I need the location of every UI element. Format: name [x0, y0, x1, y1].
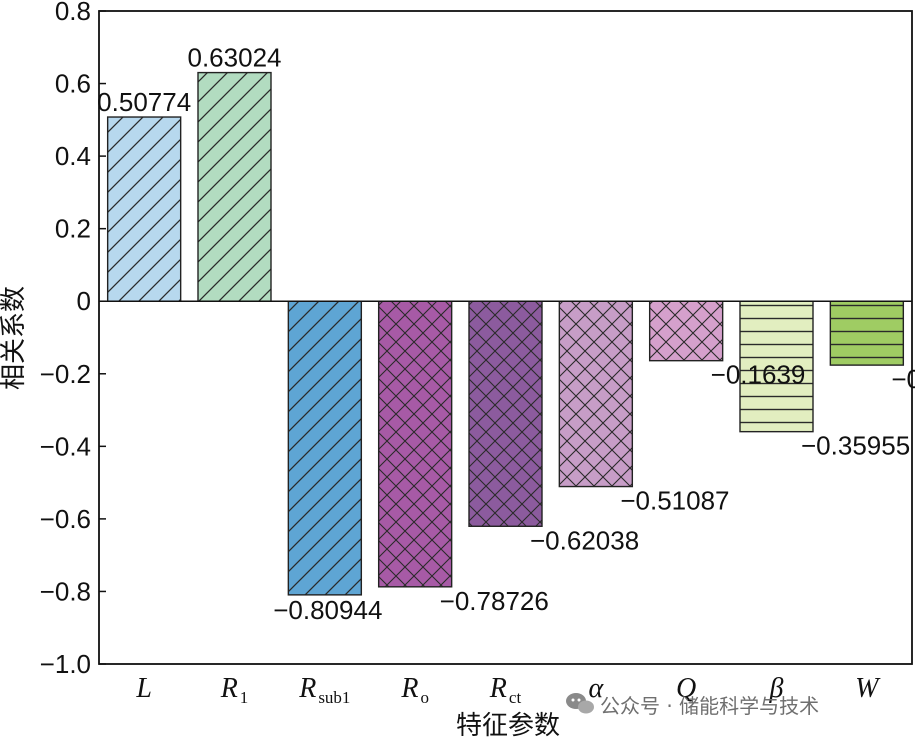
data-label: −0.1761 — [891, 364, 915, 394]
bar-pattern — [197, 71, 272, 302]
y-tick-label: 0.6 — [55, 69, 91, 99]
y-tick-label: −0.6 — [40, 504, 91, 534]
x-tick-label: α — [588, 673, 604, 704]
x-tick-label: β — [769, 673, 784, 704]
watermark-text: 公众号 · 储能科学与技术 — [600, 694, 819, 718]
x-tick-label: W — [855, 673, 881, 704]
y-tick-label: −0.4 — [40, 431, 91, 461]
data-label: −0.80944 — [273, 595, 382, 625]
bar-pattern — [829, 300, 905, 366]
bar-pattern — [648, 300, 724, 362]
y-tick-label: −1.0 — [40, 649, 91, 679]
x-axis-title: 特征参数 — [456, 711, 560, 741]
y-tick-label: 0.4 — [55, 141, 91, 171]
x-tick-label: Q — [676, 673, 696, 704]
plot-frame — [98, 10, 913, 665]
watermark: 公众号 · 储能科学与技术 — [566, 693, 819, 718]
bar-pattern — [106, 116, 182, 302]
x-tick-label: L — [135, 673, 152, 704]
bar-pattern — [558, 300, 634, 488]
bars — [106, 71, 905, 596]
y-tick-label: 0 — [77, 286, 91, 316]
y-axis: 0.8 0.6 0.4 0.2 0 −0.2 −0.4 −0.6 −0.8 −1.0 — [40, 0, 106, 679]
y-tick-label: 0.8 — [55, 0, 91, 26]
bar-pattern — [377, 300, 453, 588]
wechat-icon — [566, 693, 594, 714]
y-tick-label: −0.8 — [40, 576, 91, 606]
y-tick-label: 0.2 — [55, 214, 91, 244]
data-label: −0.78726 — [440, 586, 549, 616]
data-label: 0.50774 — [97, 87, 191, 117]
bar-pattern — [287, 300, 363, 596]
data-labels: 0.50774 0.63024 −0.80944 −0.78726 −0.62038 −0… — [97, 43, 915, 625]
data-label: −0.51087 — [620, 486, 729, 516]
data-label: −0.62038 — [530, 525, 639, 555]
y-axis-title: 相关系数 — [0, 286, 29, 390]
bar-pattern — [468, 300, 543, 527]
data-label: 0.63024 — [188, 43, 282, 73]
data-label: −0.1639 — [711, 360, 806, 390]
y-tick-label: −0.2 — [40, 359, 91, 389]
data-label: −0.35955 — [801, 431, 910, 461]
